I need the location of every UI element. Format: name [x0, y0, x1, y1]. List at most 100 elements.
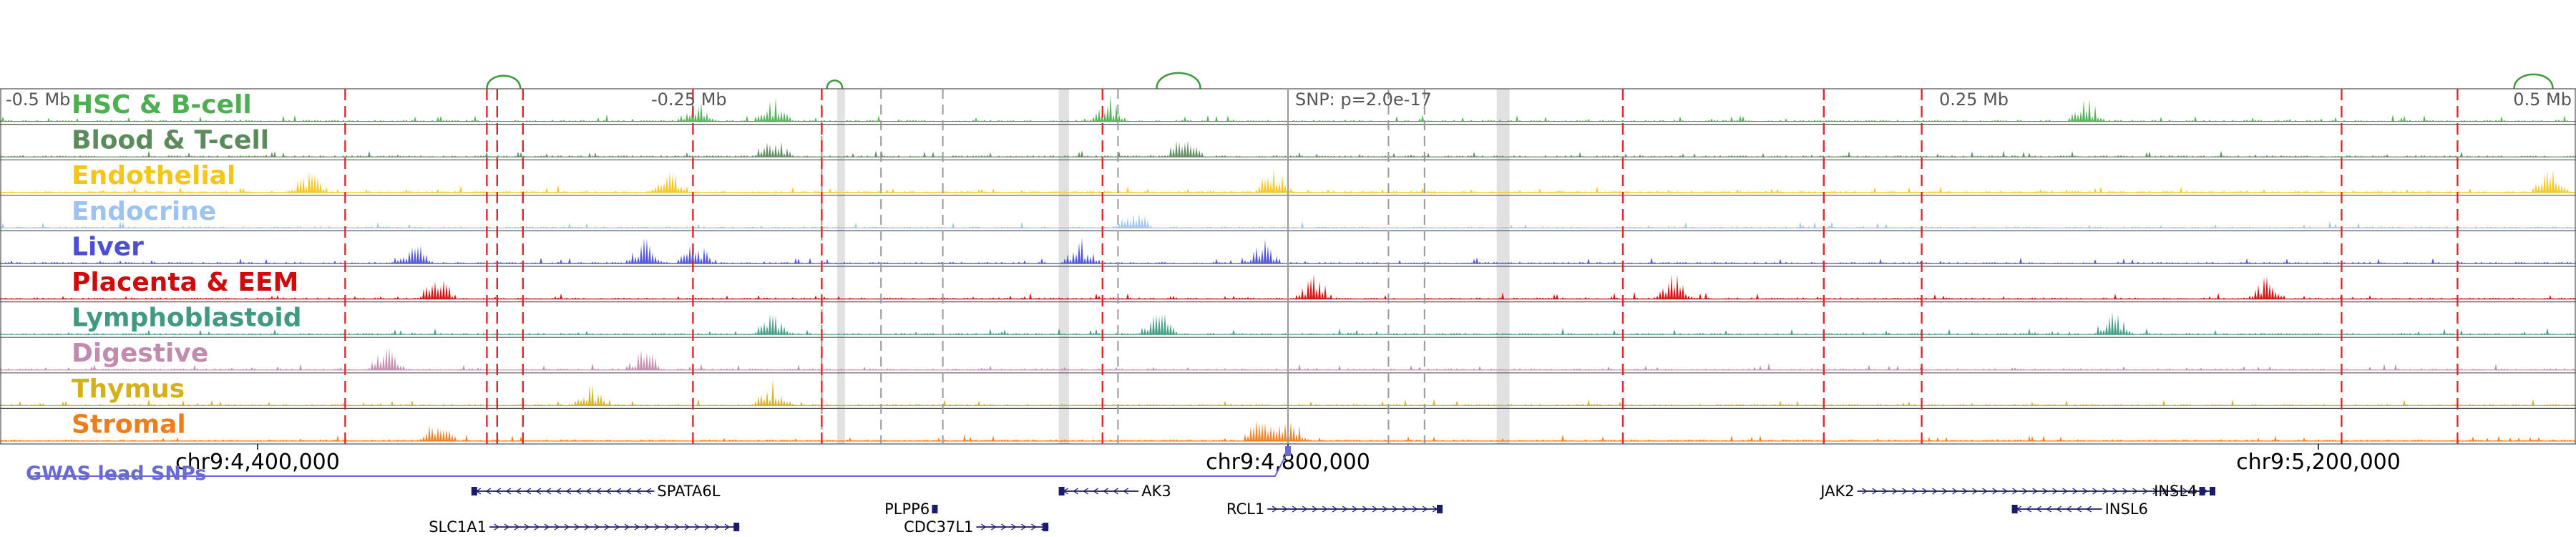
gene-exon	[1043, 523, 1049, 531]
strand-arrow	[2162, 488, 2168, 495]
strand-arrow	[515, 488, 522, 495]
strand-arrow	[645, 488, 652, 495]
strand-arrow	[1902, 488, 1908, 495]
strand-arrow	[2022, 488, 2028, 495]
gene-label: INSL4	[2154, 483, 2197, 500]
strand-arrow	[2086, 505, 2092, 513]
track-label: HSC & B-cell	[72, 90, 252, 120]
strand-arrow	[2102, 488, 2108, 495]
strand-arrow	[991, 523, 997, 531]
strand-arrow	[2076, 505, 2082, 513]
strand-arrow	[2082, 488, 2088, 495]
gene-spata6l[interactable]: SPATA6L	[471, 483, 721, 500]
strand-arrow	[2052, 488, 2058, 495]
strand-arrow	[2172, 488, 2178, 495]
gene-rcl1[interactable]: RCL1	[1226, 500, 1443, 518]
strand-arrow	[2072, 488, 2078, 495]
gene-label: PLPP6	[884, 500, 930, 518]
strand-arrow	[1982, 488, 1988, 495]
gene-label: INSL6	[2105, 500, 2148, 518]
strand-arrow	[714, 523, 721, 531]
gene-plpp6[interactable]: PLPP6	[884, 500, 938, 518]
gene-label: RCL1	[1226, 500, 1264, 518]
genome-axis-label: chr9:5,200,000	[2236, 450, 2401, 475]
strand-arrow	[724, 523, 731, 531]
strand-arrow	[2142, 488, 2148, 495]
strand-arrow	[544, 523, 550, 531]
gene-jak2[interactable]: JAK2	[1819, 483, 2215, 500]
gene-label: AK3	[1141, 483, 1171, 500]
strand-arrow	[1031, 523, 1037, 531]
strand-arrow	[1332, 505, 1338, 513]
track-label: Endothelial	[72, 161, 235, 190]
strand-arrow	[1402, 505, 1408, 513]
gene-label: SLC1A1	[429, 518, 487, 536]
strand-arrow	[575, 488, 582, 495]
genome-axis-label: chr9:4,400,000	[175, 450, 340, 475]
strand-arrow	[1872, 488, 1878, 495]
track-label: Lymphoblastoid	[72, 304, 302, 333]
strand-arrow	[565, 488, 572, 495]
strand-arrow	[664, 523, 670, 531]
strand-arrow	[535, 488, 542, 495]
gene-insl6[interactable]: INSL6	[2011, 500, 2148, 518]
gene-label: SPATA6L	[657, 483, 720, 500]
gene-ak3[interactable]: AK3	[1058, 483, 1171, 500]
strand-arrow	[2182, 488, 2188, 495]
gene-insl4[interactable]: INSL4	[2154, 483, 2205, 500]
strand-arrow	[1292, 505, 1298, 513]
track-label: Blood & T-cell	[72, 126, 269, 155]
strand-arrow	[524, 523, 530, 531]
strand-arrow	[554, 523, 560, 531]
strand-arrow	[485, 488, 492, 495]
strand-arrow	[2032, 488, 2038, 495]
gene-exon	[1437, 505, 1443, 513]
strand-arrow	[1302, 505, 1308, 513]
signal-digestive	[0, 347, 2576, 370]
strand-arrow	[1322, 505, 1328, 513]
strand-arrow	[1021, 523, 1027, 531]
strand-arrow	[1123, 488, 1128, 495]
strand-arrow	[704, 523, 711, 531]
track-label: Digestive	[72, 339, 208, 368]
strand-arrow	[981, 523, 987, 531]
strand-arrow	[694, 523, 701, 531]
strand-arrow	[2036, 505, 2041, 513]
strand-arrow	[1862, 488, 1868, 495]
strand-arrow	[604, 523, 610, 531]
strand-arrow	[2152, 488, 2158, 495]
gene-exon	[2199, 487, 2205, 495]
strand-arrow	[2122, 488, 2128, 495]
strand-arrow	[1382, 505, 1388, 513]
strand-arrow	[634, 523, 640, 531]
strand-arrow	[2132, 488, 2138, 495]
strand-arrow	[1912, 488, 1918, 495]
gwas-lead-snp-mark	[1285, 446, 1291, 456]
strand-arrow	[1001, 523, 1007, 531]
strand-arrow	[2092, 488, 2098, 495]
strand-arrow	[1113, 488, 1118, 495]
gwas-connector	[29, 450, 1289, 477]
strand-arrow	[585, 488, 592, 495]
strand-arrow	[1882, 488, 1888, 495]
gene-exon	[1058, 487, 1065, 495]
gene-exon	[932, 505, 938, 513]
strand-arrow	[1352, 505, 1358, 513]
strand-arrow	[654, 523, 660, 531]
chromatin-loop	[486, 74, 522, 90]
strand-arrow	[2012, 488, 2018, 495]
strand-arrow	[564, 523, 570, 531]
strand-arrow	[1342, 505, 1348, 513]
strand-arrow	[1362, 505, 1368, 513]
gene-cdc37l1[interactable]: CDC37L1	[904, 518, 1049, 536]
snp-marker-lines	[344, 89, 2459, 444]
strand-arrow	[2046, 505, 2051, 513]
strand-arrow	[1412, 505, 1418, 513]
strand-arrow	[1892, 488, 1898, 495]
track-label: Placenta & EEM	[72, 268, 298, 297]
genome-axis: chr9:4,400,000 chr9:4,800,000 chr9:5,200,0…	[26, 444, 2401, 485]
strand-arrow	[1073, 488, 1078, 495]
strand-arrow	[1392, 505, 1398, 513]
gene-slc1a1[interactable]: SLC1A1	[429, 518, 740, 536]
